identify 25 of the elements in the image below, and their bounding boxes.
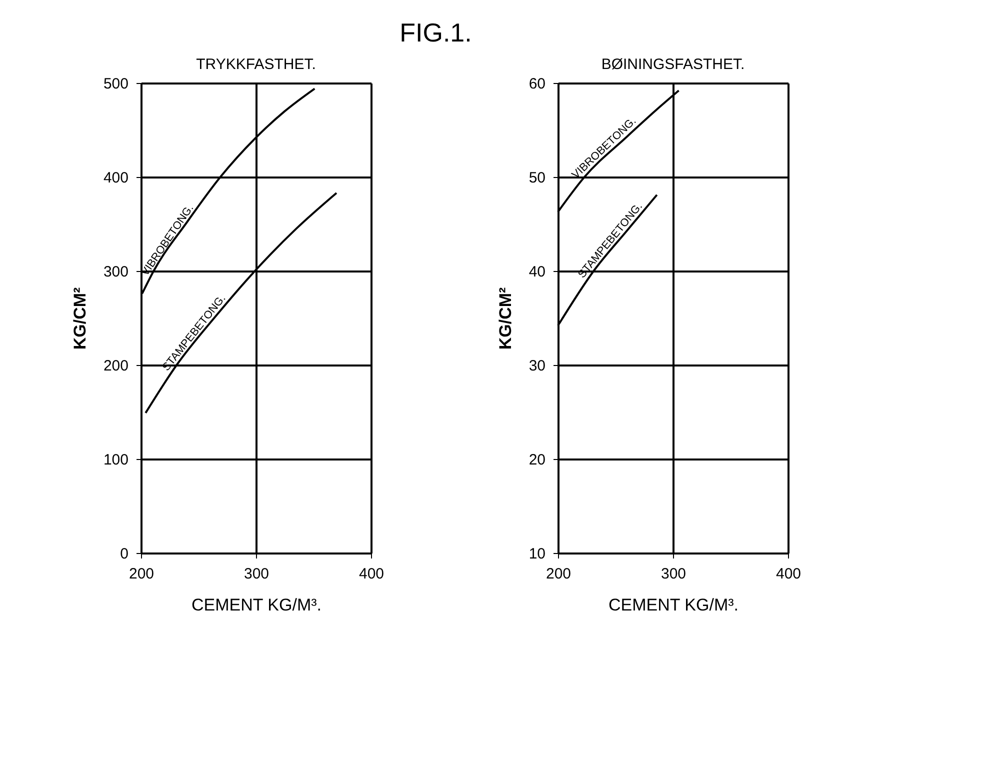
x-tick-label: 400 — [776, 566, 802, 582]
y-tick-label: 60 — [528, 76, 546, 92]
y-tick-label: 40 — [528, 264, 546, 280]
caption: FIG.1. — [400, 18, 472, 48]
x-tick-label: 200 — [128, 566, 154, 582]
y-tick-label: 500 — [103, 76, 128, 92]
x-tick-label: 400 — [358, 566, 384, 582]
y-tick-label: 200 — [103, 358, 128, 374]
x-tick-label: 300 — [244, 566, 270, 582]
y-tick-label: 100 — [103, 452, 128, 468]
y-axis-title: KG/CM² — [70, 287, 90, 350]
x-tick-label: 300 — [660, 566, 686, 582]
y-tick-label: 30 — [528, 358, 546, 374]
y-axis-title: KG/CM² — [496, 287, 515, 350]
y-tick-label: 10 — [528, 546, 546, 562]
y-tick-label: 0 — [120, 546, 128, 562]
y-tick-label: 400 — [103, 170, 128, 186]
y-tick-label: 20 — [528, 452, 546, 468]
x-axis-title: CEMENT KG/M³. — [191, 596, 322, 614]
x-axis-title: CEMENT KG/M³. — [608, 596, 739, 614]
y-tick-label: 300 — [103, 264, 128, 280]
chart-title: TRYKKFASTHET. — [196, 56, 316, 73]
y-tick-label: 50 — [528, 170, 546, 186]
chart-title: BØININGSFASTHET. — [601, 56, 745, 73]
x-tick-label: 200 — [546, 566, 572, 582]
